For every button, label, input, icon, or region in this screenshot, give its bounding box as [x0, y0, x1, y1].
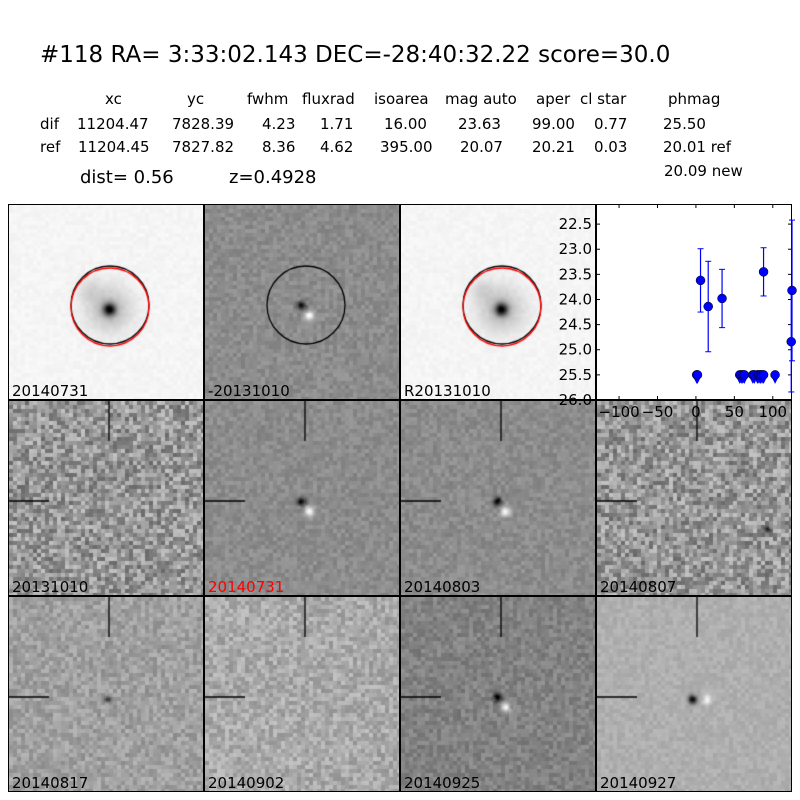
image-stamp: 20140927 — [596, 596, 792, 792]
x-tick-label: −50 — [642, 403, 674, 421]
dif-row-label: dif — [40, 115, 59, 133]
upper-limit-point — [692, 370, 703, 380]
y-tick-label: 25.0 — [559, 341, 592, 359]
column-header: aper — [536, 90, 571, 108]
column-header: fwhm — [247, 90, 289, 108]
ref-value: 8.36 — [262, 138, 296, 156]
detection-point — [758, 267, 769, 277]
image-stamp: R20131010 — [400, 204, 596, 400]
dif-value: 0.77 — [594, 115, 628, 133]
ref-value: 20.07 — [460, 138, 503, 156]
stamp-date-label: 20140731 — [12, 382, 89, 400]
stamp-date-label: 20140902 — [208, 774, 285, 792]
y-tick-label: 23.5 — [559, 265, 592, 283]
column-header: mag auto — [445, 90, 517, 108]
y-tick-label: 22.5 — [559, 215, 592, 233]
ref-value: 4.62 — [320, 138, 354, 156]
image-stamp: -20131010 — [204, 204, 400, 400]
y-tick-label: 24.0 — [559, 290, 592, 308]
image-stamp: 20131010 — [8, 400, 204, 596]
new-mag-text: 20.09 new — [664, 162, 743, 180]
upper-limit-point — [758, 370, 769, 380]
stamp-date-label: -20131010 — [208, 382, 290, 400]
stamp-date-label: 20140927 — [600, 774, 677, 792]
ref-row-label: ref — [40, 138, 61, 156]
image-stamp: 20140807 — [596, 400, 792, 596]
stamp-date-label: 20131010 — [12, 578, 89, 596]
ref-value: 20.01 ref — [663, 138, 732, 156]
image-stamp: 20140803 — [400, 400, 596, 596]
image-stamp: 20140731 — [204, 400, 400, 596]
ref-value: 395.00 — [380, 138, 433, 156]
detection-point — [703, 301, 713, 312]
y-tick-label: 23.0 — [559, 240, 592, 258]
dif-value: 25.50 — [663, 115, 706, 133]
dif-value: 1.71 — [320, 115, 354, 133]
dist-text: dist= 0.56 — [80, 167, 174, 188]
column-header: cl star — [580, 90, 627, 108]
column-header: xc — [105, 90, 122, 108]
ref-value: 0.03 — [594, 138, 628, 156]
dif-value: 7828.39 — [172, 115, 235, 133]
ref-value: 7827.82 — [172, 138, 235, 156]
dif-value: 23.63 — [458, 115, 501, 133]
column-header: phmag — [668, 90, 721, 108]
x-tick-label: −100 — [598, 403, 639, 421]
y-tick-label: 26.0 — [559, 391, 592, 409]
stamp-date-label: 20140731 — [208, 578, 285, 596]
candidate-title: #118 RA= 3:33:02.143 DEC=-28:40:32.22 sc… — [40, 42, 671, 68]
detection-point — [717, 293, 727, 304]
dif-value: 11204.47 — [77, 115, 149, 133]
light-curve-plot: 22.5 23.0 23.5 24.0 24.5 25.0 25.5 26.0 −100 −50 0… — [559, 204, 797, 421]
dif-value: 16.00 — [384, 115, 427, 133]
column-header: isoarea — [374, 90, 429, 108]
column-header: fluxrad — [302, 90, 355, 108]
ref-value: 20.21 — [532, 138, 575, 156]
detection-point — [787, 285, 797, 296]
image-stamp: 20140817 — [8, 596, 204, 792]
plot-frame — [596, 204, 792, 400]
column-header: yc — [187, 90, 205, 108]
stamp-date-label: 20140803 — [404, 578, 481, 596]
detection-point — [786, 336, 796, 347]
image-stamp: 20140731 — [8, 204, 204, 400]
dif-value: 99.00 — [532, 115, 575, 133]
stamp-date-label: 20140807 — [600, 578, 677, 596]
stamp-date-label: 20140817 — [12, 774, 89, 792]
dif-value: 4.23 — [262, 115, 296, 133]
image-stamp: 20140925 — [400, 596, 596, 792]
y-tick-label: 25.5 — [559, 366, 592, 384]
image-stamp: 20140902 — [204, 596, 400, 792]
stamp-date-label: 20140925 — [404, 774, 481, 792]
x-tick-label: 100 — [758, 403, 787, 421]
x-tick-label: 0 — [691, 403, 701, 421]
x-tick-label: 50 — [725, 403, 744, 421]
stamp-date-label: R20131010 — [404, 382, 491, 400]
ref-value: 11204.45 — [78, 138, 150, 156]
upper-limit-point — [770, 370, 780, 380]
redshift-text: z=0.4928 — [229, 167, 317, 188]
detection-point — [695, 275, 706, 286]
upper-limit-point — [739, 370, 750, 380]
y-tick-label: 24.5 — [559, 316, 592, 334]
